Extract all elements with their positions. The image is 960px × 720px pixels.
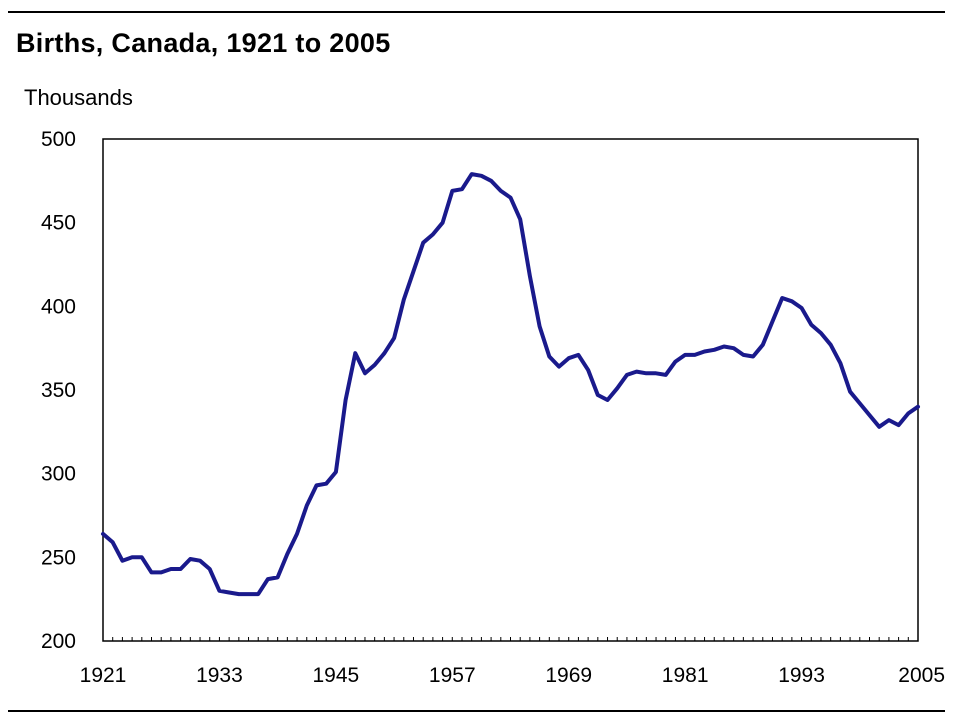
x-tick-label: 1993 — [778, 664, 825, 687]
x-tick-label: 1969 — [545, 664, 592, 687]
births-series-line — [101, 172, 920, 597]
x-tick-labels: 1921 1933 1945 1957 1969 1981 1993 2005 — [80, 664, 945, 687]
x-tick-label: 1933 — [196, 664, 243, 687]
y-tick-label: 400 — [41, 295, 76, 318]
y-tick-label: 450 — [41, 212, 76, 235]
y-tick-labels: 500 450 400 350 300 250 200 — [41, 128, 76, 653]
y-tick-label: 300 — [41, 463, 76, 486]
x-tick-label: 1921 — [80, 664, 127, 687]
y-tick-label: 500 — [41, 128, 76, 151]
y-tick-label: 200 — [41, 630, 76, 653]
x-tick-label: 1945 — [312, 664, 359, 687]
series-group — [101, 172, 920, 597]
bottom-rule — [8, 710, 945, 712]
chart-title: Births, Canada, 1921 to 2005 — [16, 28, 391, 58]
x-tick-label: 1981 — [662, 664, 709, 687]
x-tick-label: 2005 — [898, 664, 945, 687]
y-axis-unit-label: Thousands — [24, 85, 133, 110]
y-tick-label: 250 — [41, 546, 76, 569]
plot-area-frame — [102, 138, 919, 642]
top-rule — [8, 11, 945, 13]
x-tick-label: 1957 — [429, 664, 476, 687]
y-tick-label: 350 — [41, 379, 76, 402]
